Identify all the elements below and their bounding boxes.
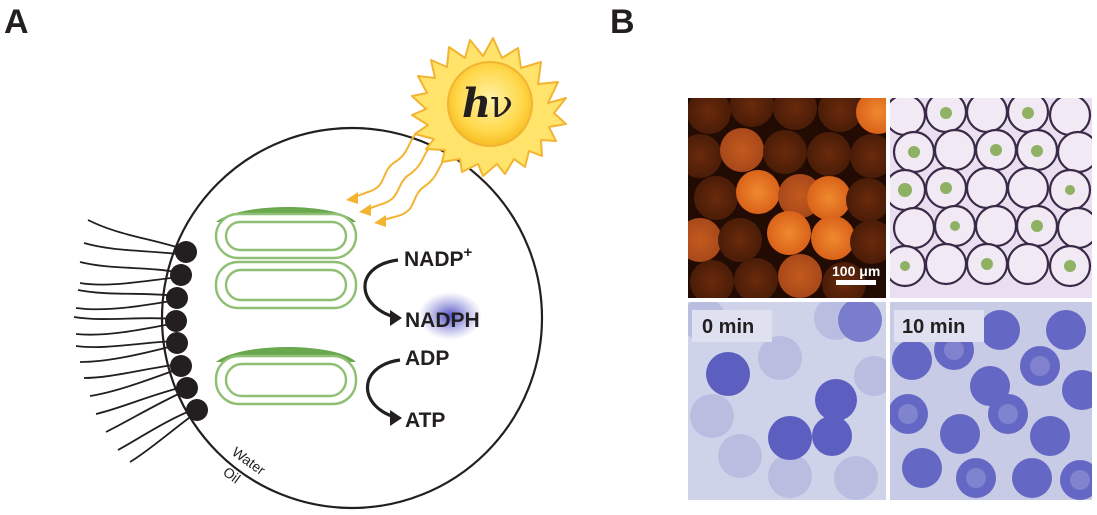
surfactant-heads — [165, 241, 208, 421]
nadph-label: NADPH — [405, 309, 480, 332]
droplet-outline — [160, 126, 544, 510]
sun-h-label: h — [462, 80, 491, 127]
ray-arrowheads — [346, 192, 386, 227]
panel-a-label: A — [4, 3, 29, 41]
reaction-arrow-adp — [365, 358, 402, 426]
nadph-glow — [418, 292, 482, 340]
micrograph-10-min: 10 min — [890, 302, 1092, 500]
sun-icon: h ν — [411, 37, 567, 177]
grid-divider-horizontal — [688, 298, 1092, 302]
thylakoid-lower — [214, 347, 358, 406]
atp-label: ATP — [405, 409, 445, 432]
micrograph-0-min: 0 min — [688, 302, 886, 500]
time-badge-0 — [692, 310, 772, 342]
scale-bar-label: 100 μm — [832, 263, 880, 279]
adp-label: ADP — [405, 347, 449, 370]
micrograph-fluorescence: 100 μm — [688, 98, 886, 298]
panel-b: B — [610, 3, 1092, 500]
nadp-sup: + — [464, 244, 473, 261]
sun-nu-label: ν — [490, 82, 513, 126]
nadp-plus-label: NADP+ — [404, 244, 473, 271]
time-label-0: 0 min — [702, 316, 754, 338]
oil-label: Oil — [220, 463, 243, 486]
nadp-text: NADP — [404, 248, 464, 271]
panel-a: A — [4, 3, 567, 510]
time-badge-10 — [894, 310, 984, 342]
reaction-arrow-nadp — [363, 258, 402, 326]
thylakoid-upper — [214, 207, 358, 310]
panel-b-label: B — [610, 3, 635, 41]
micrograph-brightfield — [890, 98, 1092, 298]
scale-bar — [836, 280, 876, 285]
time-label-10: 10 min — [902, 316, 965, 338]
